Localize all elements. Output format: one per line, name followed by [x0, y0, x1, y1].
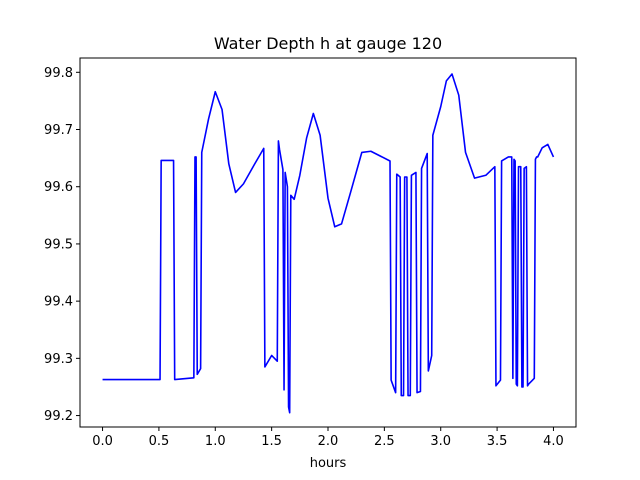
- x-tick-label: 3.5: [487, 434, 508, 449]
- y-tick-label: 99.6: [44, 180, 73, 195]
- plot-area: [102, 73, 555, 414]
- y-tick-label: 99.4: [44, 295, 73, 310]
- x-tick-label: 0.5: [149, 434, 170, 449]
- y-tick-label: 99.8: [44, 66, 73, 81]
- x-axis-ticks: 0.0 0.5 1.0 1.5 2.0 2.5 3.0 3.5 4.0: [92, 427, 564, 449]
- y-tick-label: 99.2: [44, 409, 73, 424]
- x-tick-label: 1.5: [261, 434, 282, 449]
- x-axis-label: hours: [310, 456, 347, 471]
- series-line-0: [102, 73, 555, 414]
- y-tick-label: 99.5: [44, 237, 73, 252]
- x-tick-label: 2.0: [318, 434, 339, 449]
- x-tick-label: 0.0: [92, 434, 113, 449]
- x-tick-label: 4.0: [543, 434, 564, 449]
- x-tick-label: 2.5: [374, 434, 395, 449]
- chart-title: Water Depth h at gauge 120: [214, 34, 442, 53]
- y-tick-label: 99.3: [44, 352, 73, 367]
- y-axis-ticks: 99.2 99.3 99.4 99.5 99.6 99.7 99.8: [44, 66, 80, 424]
- y-tick-label: 99.7: [44, 123, 73, 138]
- x-tick-label: 3.0: [430, 434, 451, 449]
- x-tick-label: 1.0: [205, 434, 226, 449]
